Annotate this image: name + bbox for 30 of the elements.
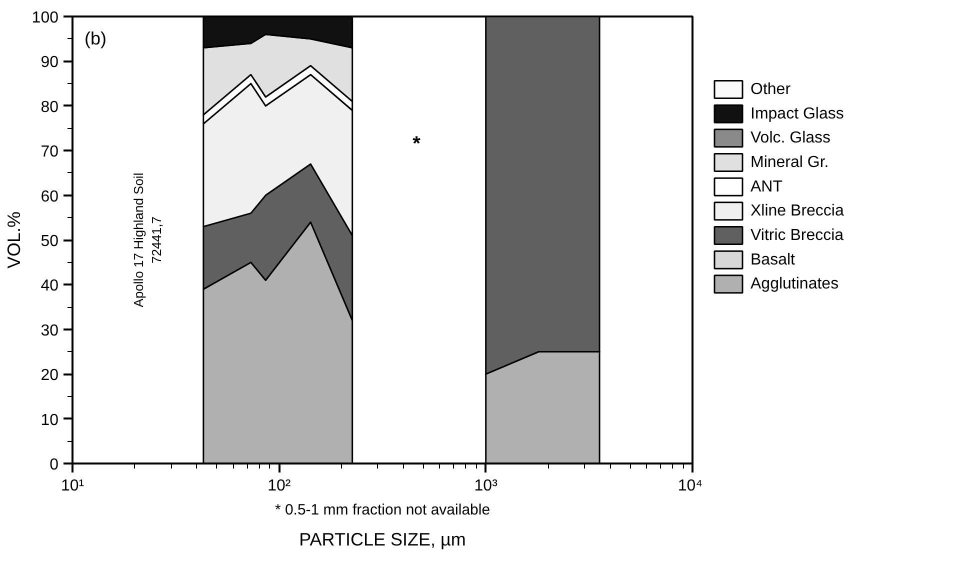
- y-tick-label: 80: [40, 98, 59, 116]
- y-tick-label: 20: [40, 367, 59, 384]
- y-tick-label: 100: [32, 10, 59, 26]
- y-tick-label: 60: [40, 188, 59, 206]
- x-axis-title: PARTICLE SIZE, µm: [299, 530, 466, 550]
- legend-label: Vitric Breccia: [750, 227, 844, 244]
- legend-label: Mineral Gr.: [750, 154, 829, 171]
- text: * 0.5-1 mm fraction not available: [274, 502, 490, 518]
- y-tick-label: 40: [40, 278, 59, 295]
- y-tick-label: 50: [40, 233, 59, 250]
- legend-label: Basalt: [750, 251, 796, 268]
- y-axis-title: VOL.%: [4, 211, 24, 269]
- y-tick-label: 90: [40, 54, 59, 72]
- annotation: (b): [84, 28, 106, 48]
- legend-label: Agglutinates: [750, 276, 839, 293]
- legend-label: Impact Glass: [750, 105, 844, 122]
- y-tick-label: 10: [40, 412, 59, 429]
- legend-label: ANT: [750, 178, 783, 196]
- x-tick-label: 10⁴: [678, 478, 703, 494]
- annotation: *: [412, 133, 421, 156]
- legend-label: Volc. Glass: [750, 130, 831, 147]
- x-tick-label: 10³: [474, 478, 498, 494]
- legend-label: Other: [750, 81, 792, 98]
- x-tick-label: 10²: [268, 478, 292, 494]
- y-tick-label: 70: [40, 144, 59, 161]
- y-tick-label: 30: [40, 322, 59, 340]
- x-tick-label: 10¹: [60, 478, 84, 494]
- y-tick-label: 0: [50, 456, 59, 474]
- annotation: Apollo 17 Highland Soil 72441,7: [130, 172, 164, 308]
- legend-label: Xline Breccia: [750, 202, 844, 220]
